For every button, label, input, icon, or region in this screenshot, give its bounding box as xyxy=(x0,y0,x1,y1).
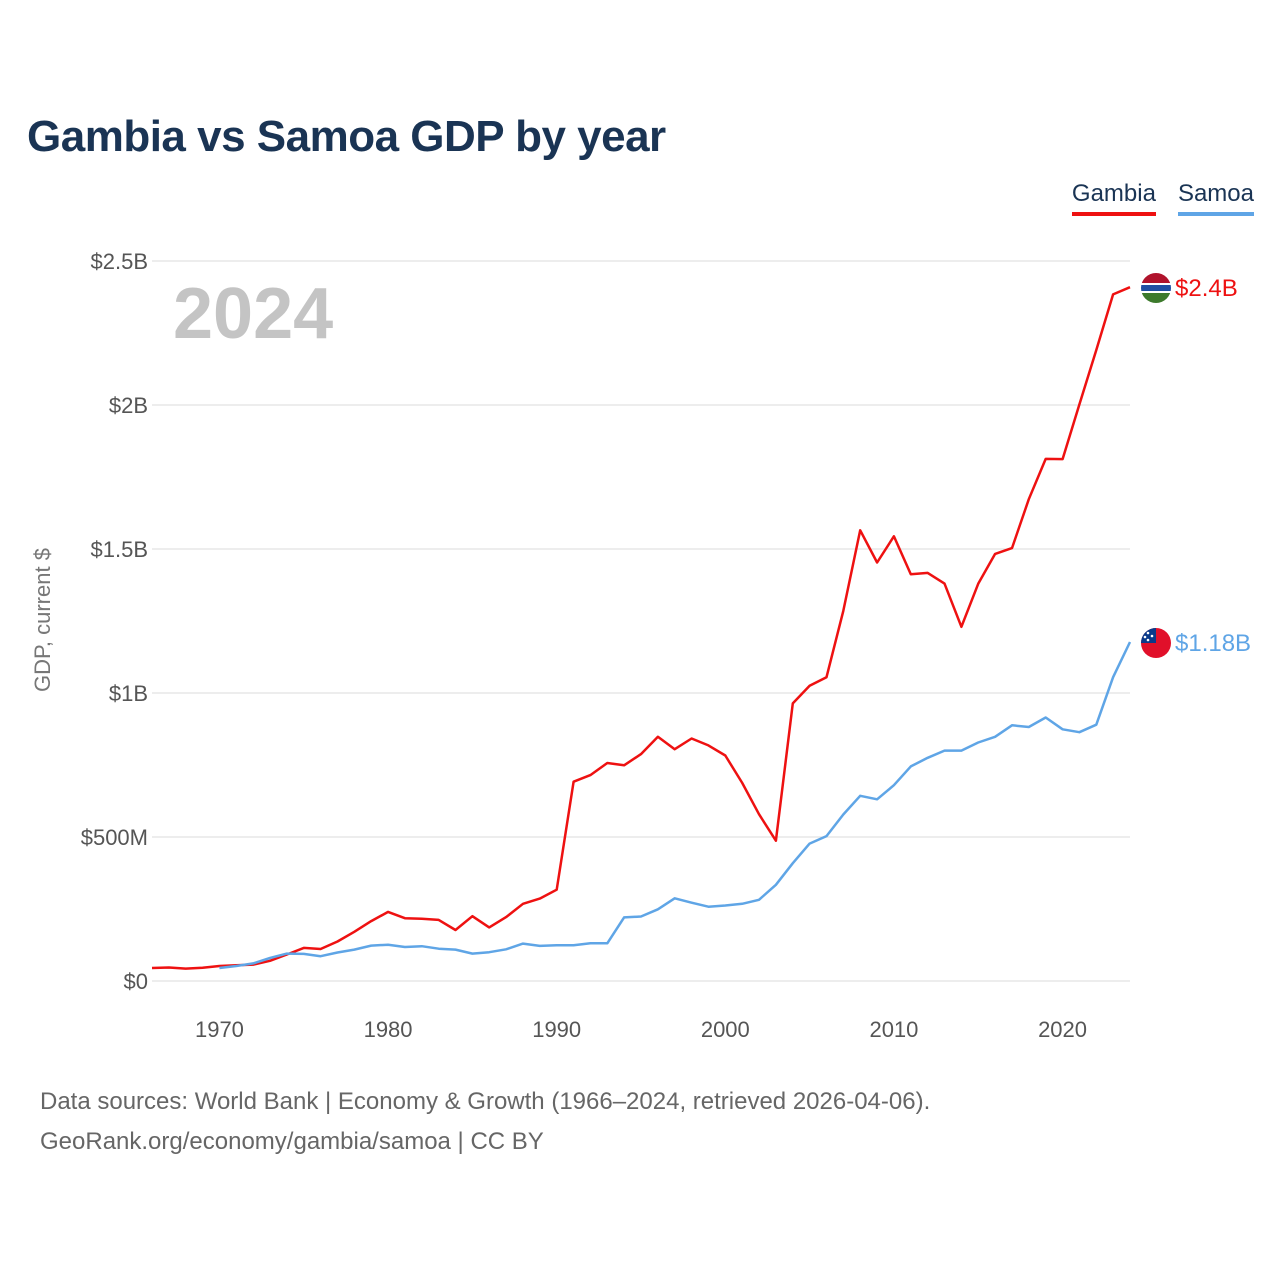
legend-samoa[interactable]: Samoa xyxy=(1177,180,1254,216)
y-tick-label: $2.5B xyxy=(91,249,149,274)
x-tick-label: 2000 xyxy=(701,1017,750,1042)
y-tick-label: $2B xyxy=(109,393,148,418)
x-tick-label: 2020 xyxy=(1038,1017,1087,1042)
chart-title: Gambia vs Samoa GDP by year xyxy=(27,112,666,161)
samoa-flag-icon xyxy=(1141,628,1171,658)
y-tick-label: $0 xyxy=(124,969,148,994)
legend-gambia[interactable]: Gambia xyxy=(1071,180,1156,216)
gambia-flag-icon xyxy=(1141,273,1171,303)
series-line-samoa[interactable] xyxy=(219,641,1132,970)
end-label-samoa: $1.18B xyxy=(1175,630,1251,657)
y-axis-label: GDP, current $ xyxy=(30,548,55,692)
x-tick-label: 1970 xyxy=(195,1017,244,1042)
legend: Gambia Samoa xyxy=(1071,180,1254,216)
y-tick-label: $1B xyxy=(109,681,148,706)
x-tick-label: 1990 xyxy=(532,1017,581,1042)
footer: Data sources: World Bank | Economy & Gro… xyxy=(40,1082,930,1162)
x-tick-label: 2010 xyxy=(869,1017,918,1042)
x-tick-label: 1980 xyxy=(364,1017,413,1042)
series-line-gambia[interactable] xyxy=(151,286,1131,970)
y-tick-label: $500M xyxy=(81,825,148,850)
footer-link[interactable]: GeoRank.org/economy/gambia/samoa | CC BY xyxy=(40,1128,544,1155)
y-tick-label: $1.5B xyxy=(91,537,149,562)
footer-sources: Data sources: World Bank | Economy & Gro… xyxy=(40,1088,931,1115)
end-label-gambia: $2.4B xyxy=(1175,275,1238,302)
year-label: 2024 xyxy=(173,274,333,354)
